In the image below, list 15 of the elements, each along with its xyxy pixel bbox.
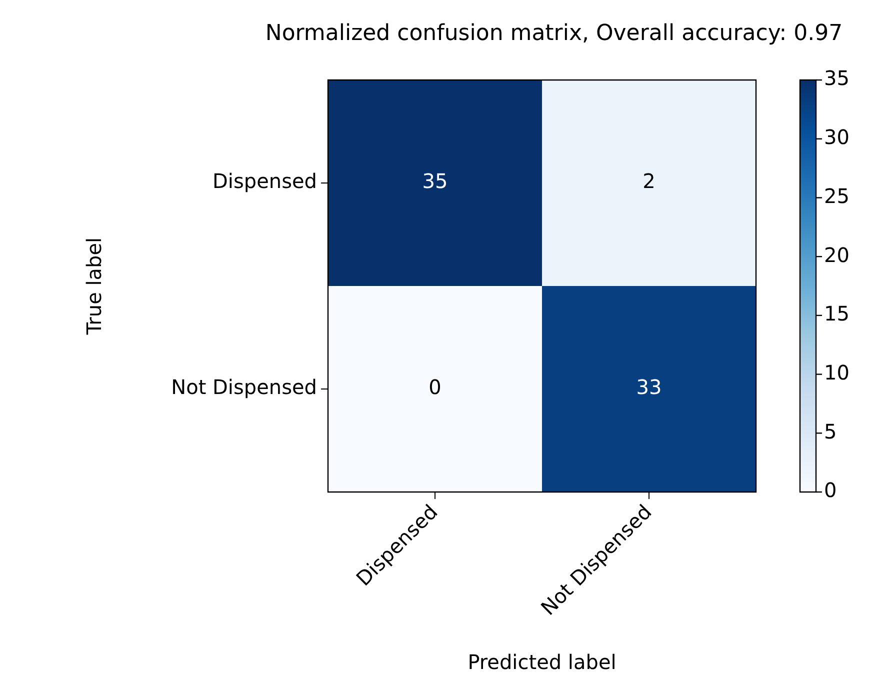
x-axis-title: Predicted label: [468, 650, 616, 674]
data-label: 2: [642, 169, 656, 194]
color-bar-label: 30: [824, 125, 850, 150]
data-label: 33: [636, 375, 662, 400]
color-bar-label: 20: [824, 242, 850, 267]
y-axis-title: True label: [82, 237, 106, 336]
color-bar-label: 10: [824, 360, 850, 384]
color-bar-label: 0: [824, 478, 837, 502]
color-bar-label: 15: [824, 302, 850, 326]
color-bar-label: 5: [824, 419, 837, 444]
color-bar-label: 25: [824, 184, 850, 208]
chart-title: Normalized confusion matrix, Overall accuracy: 0.97: [265, 21, 843, 46]
data-label: 35: [422, 169, 448, 194]
data-label: 0: [428, 375, 442, 400]
color-bar-label: 35: [824, 66, 850, 90]
